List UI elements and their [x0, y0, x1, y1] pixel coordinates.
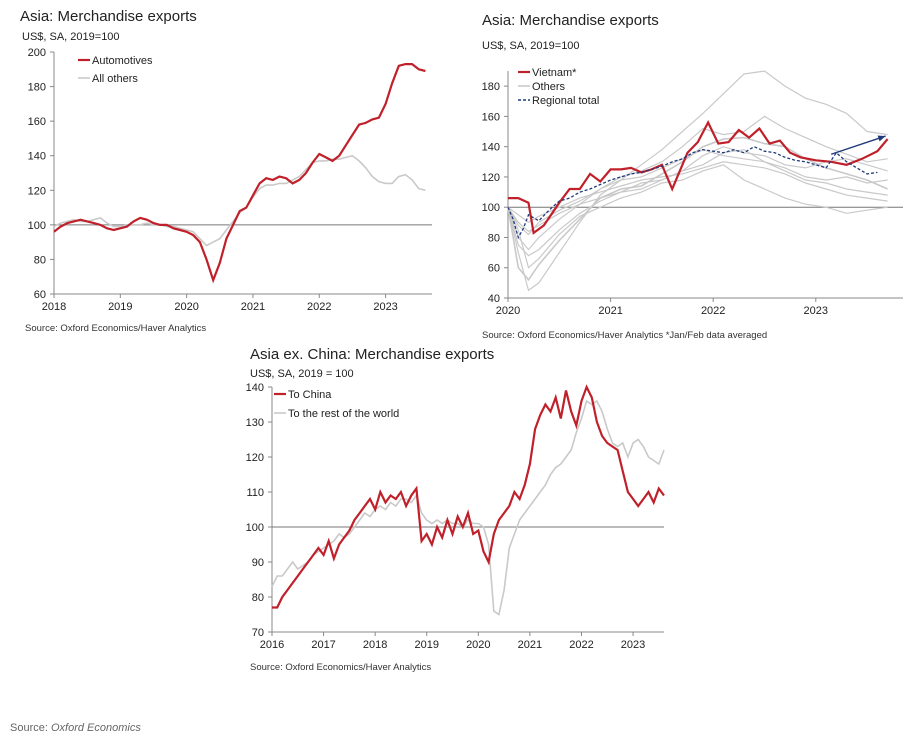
series-line-to-the-rest-of-the-world — [271, 399, 665, 616]
page-source-note: Source: Oxford Economics — [10, 722, 141, 734]
x-tick-label: 2023 — [621, 639, 645, 651]
legend-label: Others — [532, 81, 566, 93]
y-tick-label: 160 — [28, 116, 46, 128]
chart-title: Asia: Merchandise exports — [20, 8, 197, 25]
series-line-others-background — [507, 161, 888, 224]
y-tick-label: 80 — [34, 254, 46, 266]
y-tick-label: 130 — [246, 417, 264, 429]
source-prefix: Source: — [10, 722, 51, 734]
y-tick-label: 120 — [246, 452, 264, 464]
x-tick-label: 2019 — [108, 301, 132, 313]
y-tick-label: 140 — [482, 142, 500, 154]
series-line-others-background — [507, 149, 888, 236]
y-tick-label: 70 — [252, 627, 264, 639]
y-tick-label: 80 — [488, 232, 500, 244]
series-line-others-background — [507, 164, 888, 269]
x-tick-label: 2019 — [414, 639, 438, 651]
legend-label: Vietnam* — [532, 67, 577, 79]
x-tick-label: 2017 — [311, 639, 335, 651]
x-tick-label: 2023 — [804, 305, 828, 317]
y-tick-label: 140 — [246, 382, 264, 394]
chart-source: Source: Oxford Economics/Haver Analytics — [25, 323, 207, 334]
chart-source: Source: Oxford Economics/Haver Analytics — [250, 662, 432, 673]
y-tick-label: 100 — [28, 220, 46, 232]
series-line-to-china — [272, 384, 665, 609]
y-tick-label: 100 — [482, 202, 500, 214]
y-tick-label: 120 — [28, 185, 46, 197]
source-name: Oxford Economics — [50, 722, 141, 734]
trend-arrow-line — [830, 135, 886, 155]
series-line-vietnam- — [508, 120, 889, 235]
y-tick-label: 60 — [488, 263, 500, 275]
chart-title: Asia: Merchandise exports — [482, 12, 659, 29]
legend-label: Automotives — [92, 55, 153, 67]
chart-units: US$, SA, 2019 = 100 — [250, 368, 354, 380]
series-line-others-background — [507, 146, 888, 233]
x-tick-label: 2021 — [518, 639, 542, 651]
x-tick-label: 2020 — [174, 301, 198, 313]
series-line-others-background — [507, 70, 888, 292]
y-tick-label: 120 — [482, 172, 500, 184]
x-tick-label: 2022 — [569, 639, 593, 651]
legend-label: To China — [288, 389, 332, 401]
x-tick-label: 2021 — [598, 305, 622, 317]
x-tick-label: 2023 — [373, 301, 397, 313]
chart-plot: 60 80 100 120 140 160 180 200 2018 2019 2020 2021 20… — [28, 47, 432, 313]
chart-plot: 40 60 80 100 120 140 160 180 2020 2021 2022 2023 Vie… — [482, 67, 903, 317]
y-tick-label: 160 — [482, 111, 500, 123]
x-tick-label: 2022 — [701, 305, 725, 317]
y-tick-label: 40 — [488, 293, 500, 305]
chart-automotives: Asia: Merchandise exports US$, SA, 2019=… — [0, 0, 445, 340]
y-tick-label: 110 — [246, 487, 264, 499]
chart-plot: 70 80 90 100 110 120 130 140 2016 2017 2018 2019 202… — [246, 382, 665, 651]
series-line-others-background — [507, 149, 888, 257]
series-line-regional-total — [507, 145, 878, 240]
y-tick-label: 200 — [28, 47, 46, 59]
series-line-others-background — [507, 115, 888, 251]
y-tick-label: 90 — [252, 557, 264, 569]
y-tick-label: 180 — [482, 81, 500, 93]
x-tick-label: 2020 — [496, 305, 520, 317]
legend-label: To the rest of the world — [288, 408, 399, 420]
x-tick-label: 2018 — [363, 639, 387, 651]
series-line-automotives — [53, 62, 426, 284]
series-line-all-others — [53, 154, 426, 247]
chart-asia-ex-china: Asia ex. China: Merchandise exports US$,… — [230, 340, 690, 680]
chart-title: Asia ex. China: Merchandise exports — [250, 346, 495, 363]
chart-units: US$, SA, 2019=100 — [482, 40, 580, 52]
x-tick-label: 2022 — [307, 301, 331, 313]
series-line-others — [507, 136, 888, 282]
y-tick-label: 60 — [34, 289, 46, 301]
legend-label: Regional total — [532, 95, 599, 107]
y-tick-label: 180 — [28, 82, 46, 94]
legend-label: All others — [92, 73, 138, 85]
chart-source: Source: Oxford Economics/Haver Analytics… — [482, 330, 768, 341]
x-tick-label: 2020 — [466, 639, 490, 651]
y-tick-label: 100 — [246, 522, 264, 534]
y-tick-label: 80 — [252, 592, 264, 604]
x-tick-label: 2018 — [42, 301, 66, 313]
y-tick-label: 140 — [28, 151, 46, 163]
x-tick-label: 2016 — [260, 639, 284, 651]
x-tick-label: 2021 — [241, 301, 265, 313]
trend-arrow-head — [877, 135, 886, 142]
chart-vietnam: Asia: Merchandise exports US$, SA, 2019=… — [456, 0, 915, 345]
chart-units: US$, SA, 2019=100 — [22, 31, 120, 43]
